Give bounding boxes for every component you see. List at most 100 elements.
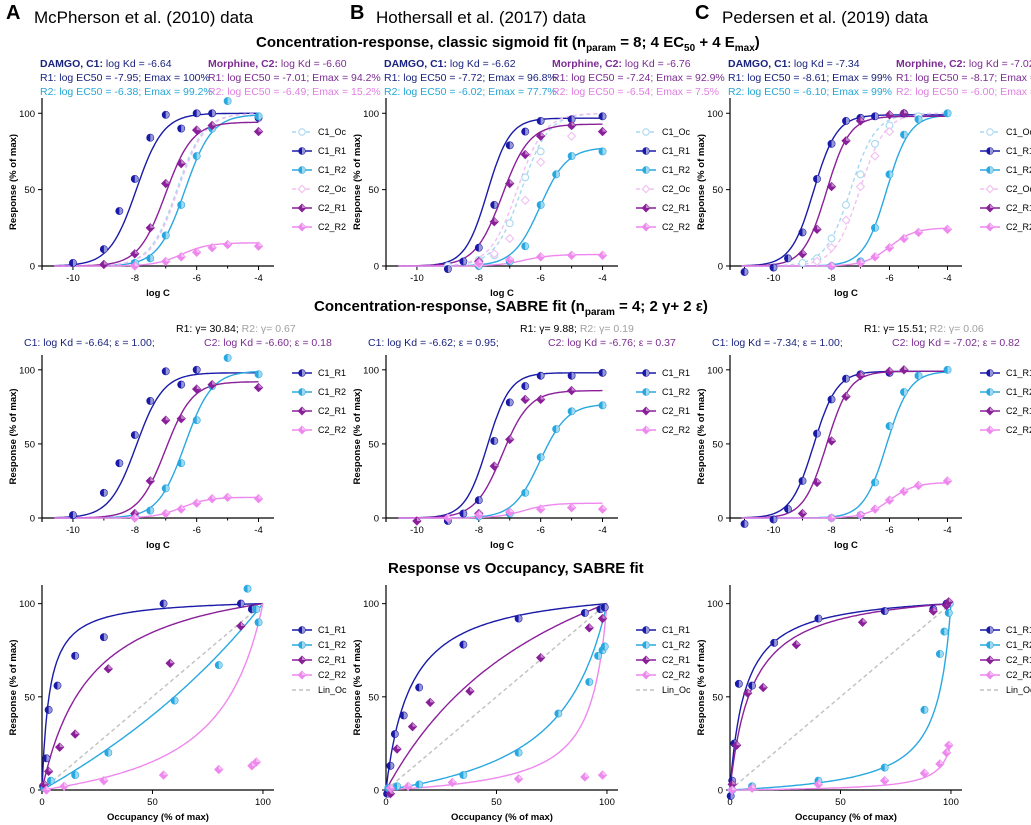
point-c2_r1-highlight xyxy=(904,365,908,370)
curve-c1_r1 xyxy=(54,372,259,519)
legend-item-c2_r2: C2_R2 xyxy=(636,670,690,680)
legend-label: C2_R2 xyxy=(318,425,346,435)
point-c2_r1-highlight xyxy=(763,683,768,688)
point-c2_r1-highlight xyxy=(196,385,201,390)
legend-label: C2_R1 xyxy=(1006,406,1031,416)
legend-marker-highlight xyxy=(302,407,306,411)
point-c2_r1-highlight xyxy=(948,597,953,602)
y-tick-label: 0 xyxy=(30,786,35,797)
legend-item-c1_r2: C1_R2 xyxy=(636,640,690,650)
annotation-damgo-r2: R2: log EC50 = -6.38; Emax = 99.2% xyxy=(40,86,213,98)
x-tick-label: 50 xyxy=(835,797,846,808)
point-c2_r2-highlight xyxy=(918,228,923,233)
legend-label: C2_R2 xyxy=(1006,670,1031,680)
legend-marker-highlight xyxy=(990,369,994,377)
legend-item-c1_r2: C1_R2 xyxy=(980,165,1031,175)
point-c1_r1-highlight xyxy=(518,615,522,622)
chart-a2: -10 -8 -6 -4 0 50 100 log C Response (% of max) C… xyxy=(8,354,346,551)
legend-marker-highlight xyxy=(646,369,650,377)
legend-item-c1_r1: C1_R1 xyxy=(292,146,346,156)
chart-c1: -10 -8 -6 -4 0 50 100 log C Response (% of max) C… xyxy=(696,98,1031,299)
legend-marker-highlight xyxy=(646,147,650,155)
legend-item-c2_r2: C2_R2 xyxy=(980,222,1031,232)
x-tick-label: 0 xyxy=(383,797,388,808)
point-c2_oc xyxy=(826,242,837,253)
legend-marker-highlight xyxy=(302,388,306,396)
chart-b1: -10 -8 -6 -4 0 50 100 log C Response (% of max) C… xyxy=(352,98,691,299)
point-c1_r1-highlight xyxy=(72,511,77,519)
legend-label: C1_R1 xyxy=(1006,625,1031,635)
x-axis-title: Occupancy (% of max) xyxy=(795,812,897,823)
point-c1_r2-highlight xyxy=(150,507,154,514)
legend-marker xyxy=(297,184,307,194)
chart-b3: 0 50 100 0 50 100 Occupancy (% of max) Response… xyxy=(352,585,691,823)
legend-marker-highlight xyxy=(646,166,650,174)
point-c1_oc xyxy=(536,147,545,156)
point-c1_r1-highlight xyxy=(831,140,835,148)
legend-marker-highlight xyxy=(646,426,650,430)
x-tick-label: -4 xyxy=(943,525,951,536)
point-c2_oc xyxy=(535,157,546,167)
point-c2_r2-highlight xyxy=(602,505,607,510)
point-c1_r1-highlight xyxy=(196,109,201,117)
y-tick-label: 50 xyxy=(24,439,35,450)
point-c1_r2-highlight xyxy=(598,652,602,660)
legend-label: C1_Oc xyxy=(318,127,347,137)
legend-marker-highlight xyxy=(990,641,994,649)
y-tick-label: 0 xyxy=(718,786,723,797)
legend-item-c1_r2: C1_R2 xyxy=(636,387,690,397)
legend-item-c2_r2: C2_R2 xyxy=(292,670,346,680)
point-c2_r1-highlight xyxy=(108,664,113,669)
y-axis-title: Response (% of max) xyxy=(696,639,707,735)
point-c1_r2-highlight xyxy=(258,370,262,378)
point-c1_r2-highlight xyxy=(889,422,893,430)
point-c1_r1-highlight xyxy=(165,111,170,119)
x-tick-label: 50 xyxy=(491,797,502,808)
point-c1_r1-highlight xyxy=(463,510,467,517)
legend-item-c2_r1: C2_R1 xyxy=(292,655,346,665)
point-c1_r2-highlight xyxy=(165,232,170,239)
point-c1_r2-highlight xyxy=(227,354,232,362)
legend-marker-highlight xyxy=(990,223,994,227)
y-axis-title: Response (% of max) xyxy=(696,134,707,230)
legend-marker-highlight xyxy=(646,626,650,634)
point-c1_r1-highlight xyxy=(584,609,589,617)
point-c2_r2 xyxy=(191,498,202,508)
point-c2_r1-highlight xyxy=(860,371,865,376)
point-c1_r2-highlight xyxy=(518,749,522,757)
point-c1_r1-highlight xyxy=(525,128,529,135)
x-axis-title: log C xyxy=(490,288,514,299)
legend-marker-highlight xyxy=(302,223,306,227)
point-c2_r1-highlight xyxy=(571,121,576,126)
point-c1_r1-highlight xyxy=(134,431,139,439)
legend-marker-highlight xyxy=(990,626,994,634)
point-c1_r2-highlight xyxy=(571,152,575,160)
legend-item-c2_r2: C2_R2 xyxy=(980,425,1031,435)
point-c2_r1-highlight xyxy=(904,109,908,114)
legend-marker xyxy=(641,184,651,194)
point-c1_r2-highlight xyxy=(918,115,922,123)
point-c2_r1-highlight xyxy=(817,225,821,230)
point-c1_r1-highlight xyxy=(738,680,743,688)
legend-marker-highlight xyxy=(302,656,306,660)
curve-c2_oc xyxy=(741,112,948,267)
point-c1_r1-highlight xyxy=(212,109,216,117)
y-axis-title: Response (% of max) xyxy=(8,639,19,735)
point-c2_r2-highlight xyxy=(918,481,923,486)
point-c2_r2-highlight xyxy=(947,225,952,230)
point-c1_r1-highlight xyxy=(730,792,735,800)
y-tick-label: 0 xyxy=(374,262,379,273)
point-c2_r2-highlight xyxy=(196,499,201,504)
legend-label: C1_R1 xyxy=(318,368,346,378)
point-c1_r1-highlight xyxy=(419,684,423,691)
legend-marker-highlight xyxy=(990,671,994,675)
point-c1_oc xyxy=(856,170,865,179)
point-c2_r2-highlight xyxy=(584,773,589,777)
point-c2_r2-highlight xyxy=(831,514,836,518)
point-c1_r2-highlight xyxy=(875,224,879,232)
point-c2_r1-highlight xyxy=(59,743,64,748)
point-c2_r2-highlight xyxy=(875,505,879,510)
point-c1_oc xyxy=(521,173,530,182)
legend-marker xyxy=(985,184,995,194)
